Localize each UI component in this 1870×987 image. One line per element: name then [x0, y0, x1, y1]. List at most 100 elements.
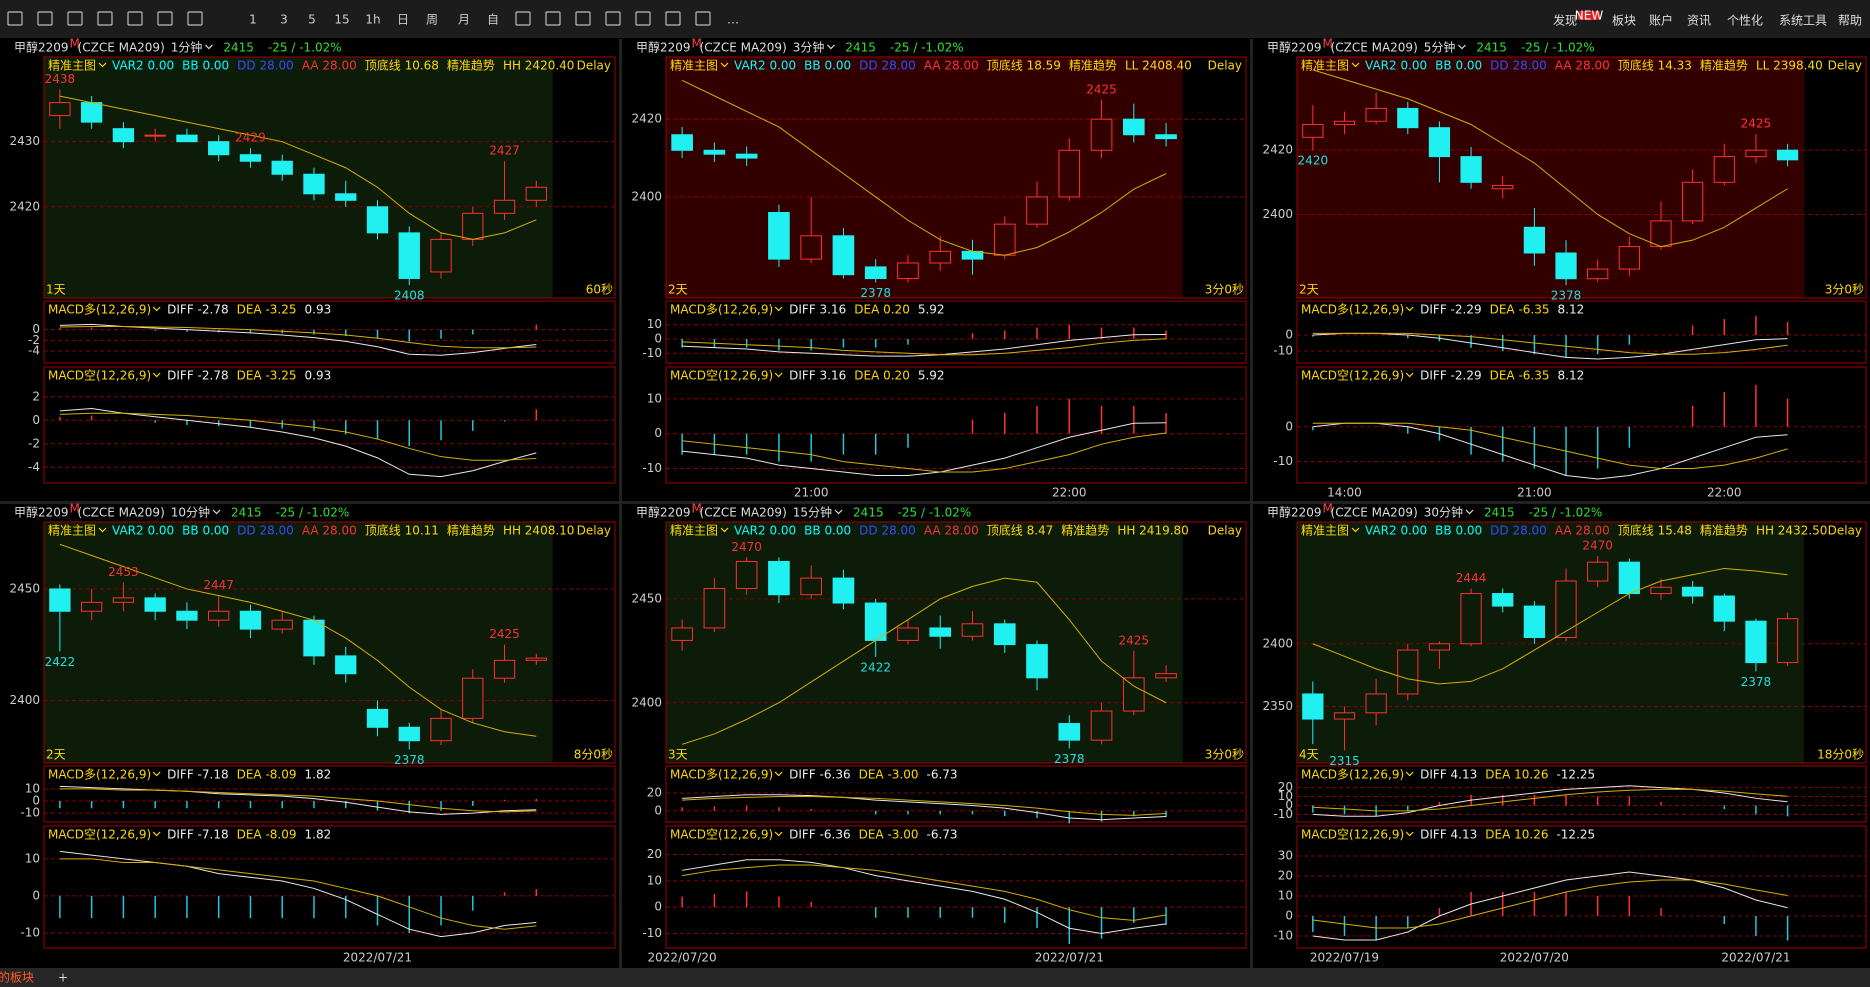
indicator-value: 精准趋势: [447, 524, 495, 538]
y-tick-label: 2430: [9, 134, 40, 148]
footer-tab[interactable]: 我的板块: [0, 970, 34, 985]
menu-item[interactable]: 个性化: [1727, 14, 1763, 28]
y-tick-label: 2400: [1262, 636, 1293, 650]
dea-value: DEA -3.25: [237, 369, 297, 383]
dea-value: DEA -6.35: [1490, 369, 1550, 383]
tool-icon[interactable]: [7, 11, 23, 26]
candle-body: [1587, 268, 1609, 280]
new-badge-bg: [1578, 11, 1600, 20]
dropdown-arrow: [98, 527, 107, 533]
period-button[interactable]: 15: [334, 13, 349, 27]
tool-icon[interactable]: [187, 11, 203, 26]
y-tick-label: 10: [647, 873, 662, 887]
tool-icon[interactable]: [635, 11, 651, 26]
span-label: 1天: [46, 283, 66, 297]
tool-icon[interactable]: [67, 11, 83, 26]
dea-line: [59, 325, 537, 349]
dropdown-arrow: [720, 62, 729, 68]
candle-body: [1460, 593, 1482, 645]
price-label: 2408: [394, 288, 425, 302]
period-button[interactable]: 周: [426, 13, 438, 27]
candle-body: [1428, 643, 1451, 651]
macd-name: MACD空(12,26,9): [1301, 828, 1404, 842]
period-button[interactable]: 日: [397, 13, 409, 27]
tool-icon[interactable]: [665, 11, 681, 26]
candle-body: [335, 193, 357, 201]
period-button[interactable]: 3: [280, 13, 288, 27]
candle-body: [1745, 149, 1767, 158]
period-button[interactable]: 1h: [365, 13, 380, 27]
indicator-value: BB 0.00: [804, 524, 851, 538]
y-tick-label: 20: [647, 785, 662, 799]
candle-body: [1713, 156, 1735, 183]
macd-value: 8.12: [1558, 369, 1585, 383]
candle-body: [335, 655, 357, 675]
candle-body: [493, 659, 516, 679]
footer-add[interactable]: +: [58, 971, 68, 985]
macd-value: 0.93: [305, 303, 332, 317]
menu-item[interactable]: 板块: [1612, 14, 1636, 28]
tool-icon[interactable]: [515, 11, 531, 26]
price-label: 2378: [394, 753, 425, 767]
contract-code: (CZCE MA209): [78, 41, 165, 55]
candle-body: [525, 186, 547, 201]
price-label: 2425: [489, 627, 520, 641]
dropdown-arrow: [1405, 771, 1414, 777]
candle-body: [703, 149, 726, 155]
tool-icon[interactable]: [695, 11, 711, 26]
candle-body: [1333, 120, 1356, 125]
period-button[interactable]: 月: [458, 13, 470, 27]
y-tick-label: 0: [654, 900, 662, 914]
menu-item[interactable]: 账户: [1649, 13, 1673, 28]
candle-body: [832, 577, 855, 604]
y-tick-label: 2420: [1262, 143, 1293, 157]
tool-icon[interactable]: [157, 11, 173, 26]
menu-item[interactable]: 资讯: [1687, 14, 1711, 28]
macd-name: MACD多(12,26,9): [1301, 303, 1404, 317]
price-label: 2378: [1741, 675, 1772, 689]
period-button[interactable]: 自: [487, 13, 499, 27]
indicator-value: 精准主图: [48, 59, 96, 73]
period-button[interactable]: 5: [308, 13, 316, 27]
period-button[interactable]: 1: [249, 13, 257, 27]
candle-body: [1302, 123, 1324, 138]
tool-icon[interactable]: [605, 11, 621, 26]
menu-item[interactable]: 系统工具: [1779, 14, 1827, 28]
indicator-value: 顶底线 15.48: [1618, 523, 1692, 538]
y-tick-label: 2400: [631, 695, 662, 709]
candle-body: [208, 610, 230, 621]
y-tick-label: 0: [32, 794, 40, 808]
dropdown-arrow: [1351, 527, 1360, 533]
menu-item[interactable]: 发现: [1553, 13, 1577, 28]
menu-item[interactable]: 帮助: [1838, 14, 1862, 28]
tool-icon[interactable]: [575, 11, 591, 26]
price-label: 2444: [1456, 571, 1487, 585]
tool-icon[interactable]: [97, 11, 113, 26]
price-label: 2427: [489, 144, 520, 158]
candle-body: [832, 235, 855, 276]
dea-line: [59, 412, 537, 461]
macd-name: MACD空(12,26,9): [1301, 369, 1404, 383]
tool-icon[interactable]: [127, 11, 143, 26]
x-tick-label: 2022/07/21: [1035, 951, 1104, 965]
macd-value: 5.92: [918, 303, 945, 317]
tool-icon[interactable]: [37, 11, 53, 26]
price-label: 2425: [1741, 117, 1772, 131]
indicator-value: HH 2408.10: [503, 524, 574, 538]
y-tick-label: -10: [642, 461, 662, 475]
y-tick-label: 10: [1278, 889, 1293, 903]
candle-body: [303, 173, 325, 195]
macd-frame: [665, 366, 1247, 484]
last-price: 2415: [1476, 41, 1507, 55]
y-tick-label: 0: [32, 413, 40, 427]
tool-icon[interactable]: [545, 11, 561, 26]
y-tick-label: 0: [654, 332, 662, 346]
diff-value: DIFF -2.29: [1420, 369, 1481, 383]
x-tick-label: 2022/07/21: [343, 951, 412, 965]
more-button[interactable]: …: [727, 13, 739, 27]
macd-frame: [665, 765, 1247, 823]
contract-code: (CZCE MA209): [1331, 506, 1418, 520]
candle-body: [703, 587, 726, 629]
candle-body: [462, 212, 484, 240]
